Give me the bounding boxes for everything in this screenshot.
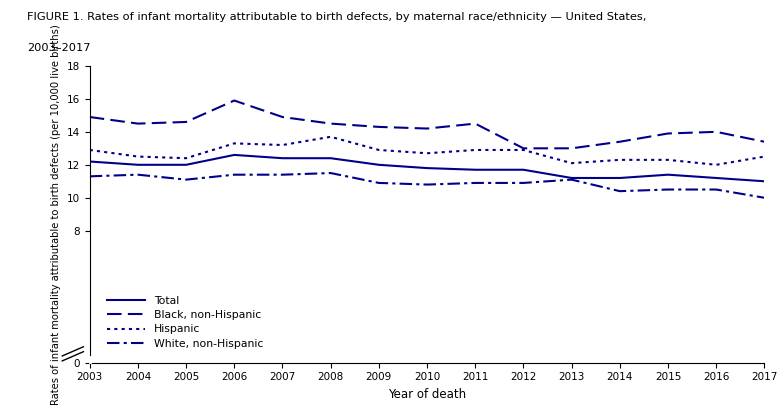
Hispanic: [326, 134, 335, 139]
Black, non-Hispanic: [133, 121, 143, 126]
Line: Black, non-Hispanic: Black, non-Hispanic: [90, 101, 764, 148]
Hispanic: [663, 157, 672, 162]
Total: [663, 172, 672, 177]
White, non-Hispanic: [615, 189, 625, 194]
Hispanic: [374, 147, 384, 152]
Hispanic: [278, 143, 287, 147]
Total: [615, 176, 625, 180]
White, non-Hispanic: [182, 177, 191, 182]
White, non-Hispanic: [423, 182, 432, 187]
White, non-Hispanic: [711, 187, 721, 192]
Black, non-Hispanic: [326, 121, 335, 126]
Hispanic: [567, 161, 576, 166]
Total: [182, 162, 191, 167]
White, non-Hispanic: [278, 172, 287, 177]
Black, non-Hispanic: [374, 124, 384, 129]
Hispanic: [615, 157, 625, 162]
Black, non-Hispanic: [278, 115, 287, 119]
Text: 2003–2017: 2003–2017: [27, 43, 90, 53]
White, non-Hispanic: [374, 180, 384, 185]
Total: [133, 162, 143, 167]
White, non-Hispanic: [133, 172, 143, 177]
Black, non-Hispanic: [229, 98, 239, 103]
Text: FIGURE 1. Rates of infant mortality attributable to birth defects, by maternal r: FIGURE 1. Rates of infant mortality attr…: [27, 12, 647, 22]
White, non-Hispanic: [229, 172, 239, 177]
Hispanic: [423, 151, 432, 156]
White, non-Hispanic: [85, 174, 94, 179]
Hispanic: [182, 156, 191, 161]
Total: [470, 167, 480, 172]
Line: Total: Total: [90, 155, 764, 181]
Line: Hispanic: Hispanic: [90, 137, 764, 165]
Line: White, non-Hispanic: White, non-Hispanic: [90, 173, 764, 198]
Total: [711, 176, 721, 180]
Black, non-Hispanic: [519, 146, 528, 151]
Black, non-Hispanic: [182, 119, 191, 124]
Black, non-Hispanic: [615, 139, 625, 144]
Y-axis label: Rates of infant mortality attributable to birth defects (per 10,000 live births): Rates of infant mortality attributable t…: [51, 24, 61, 405]
Total: [423, 166, 432, 171]
Hispanic: [470, 147, 480, 152]
Hispanic: [133, 154, 143, 159]
White, non-Hispanic: [760, 195, 769, 200]
Black, non-Hispanic: [567, 146, 576, 151]
Legend: Total, Black, non-Hispanic, Hispanic, White, non-Hispanic: Total, Black, non-Hispanic, Hispanic, Wh…: [102, 290, 268, 354]
White, non-Hispanic: [519, 180, 528, 185]
White, non-Hispanic: [470, 180, 480, 185]
Hispanic: [519, 147, 528, 152]
Hispanic: [760, 154, 769, 159]
X-axis label: Year of death: Year of death: [388, 388, 466, 401]
Total: [85, 159, 94, 164]
Black, non-Hispanic: [470, 121, 480, 126]
Total: [519, 167, 528, 172]
Total: [760, 179, 769, 184]
Black, non-Hispanic: [85, 115, 94, 119]
Black, non-Hispanic: [663, 131, 672, 136]
White, non-Hispanic: [567, 177, 576, 182]
Hispanic: [229, 141, 239, 146]
Total: [374, 162, 384, 167]
Black, non-Hispanic: [760, 139, 769, 144]
Black, non-Hispanic: [423, 126, 432, 131]
White, non-Hispanic: [326, 171, 335, 176]
Black, non-Hispanic: [711, 129, 721, 134]
Total: [229, 152, 239, 157]
White, non-Hispanic: [663, 187, 672, 192]
Hispanic: [711, 162, 721, 167]
Total: [278, 156, 287, 161]
Total: [567, 176, 576, 180]
Hispanic: [85, 147, 94, 152]
Total: [326, 156, 335, 161]
